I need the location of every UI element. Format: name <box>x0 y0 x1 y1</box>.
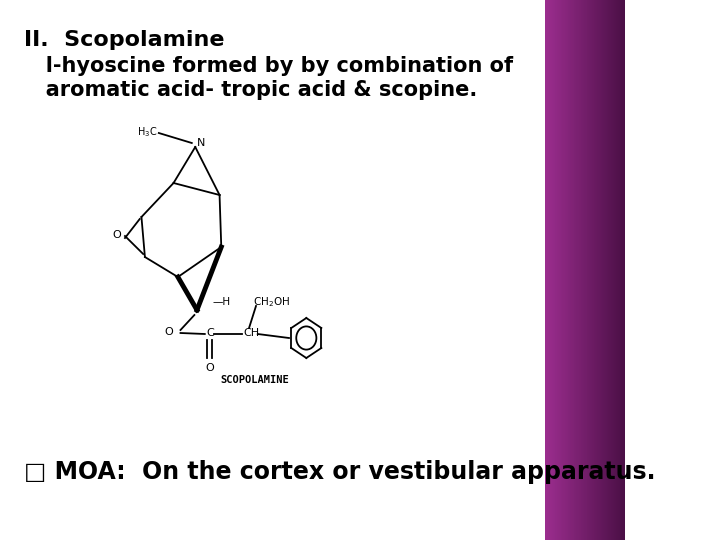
Bar <box>614 0 616 540</box>
Bar <box>564 0 565 540</box>
Bar <box>612 0 613 540</box>
Text: II.  Scopolamine: II. Scopolamine <box>24 30 225 50</box>
Bar <box>623 0 624 540</box>
Bar <box>585 0 586 540</box>
Bar <box>617 0 618 540</box>
Bar <box>616 0 617 540</box>
Bar <box>613 0 614 540</box>
Bar <box>605 0 606 540</box>
Text: O: O <box>112 230 121 240</box>
Bar <box>546 0 548 540</box>
Bar <box>602 0 603 540</box>
Bar <box>621 0 622 540</box>
Bar <box>584 0 585 540</box>
Bar <box>545 0 546 540</box>
Bar <box>595 0 596 540</box>
Bar <box>587 0 588 540</box>
Bar <box>550 0 551 540</box>
Bar <box>588 0 589 540</box>
Bar <box>549 0 550 540</box>
Bar <box>582 0 583 540</box>
Text: aromatic acid- tropic acid & scopine.: aromatic acid- tropic acid & scopine. <box>24 80 477 100</box>
Bar <box>579 0 580 540</box>
Bar <box>599 0 600 540</box>
Bar <box>618 0 620 540</box>
Bar <box>552 0 553 540</box>
Text: —H: —H <box>212 297 230 307</box>
Bar <box>568 0 570 540</box>
Bar <box>603 0 604 540</box>
Bar <box>555 0 557 540</box>
Bar <box>604 0 605 540</box>
Bar <box>575 0 576 540</box>
Bar <box>597 0 598 540</box>
Bar <box>562 0 563 540</box>
Bar <box>576 0 577 540</box>
Bar <box>620 0 621 540</box>
Bar <box>606 0 608 540</box>
Bar <box>548 0 549 540</box>
Bar <box>624 0 625 540</box>
Bar <box>551 0 552 540</box>
Text: H$_3$C: H$_3$C <box>137 125 157 139</box>
Text: SCOPOLAMINE: SCOPOLAMINE <box>221 375 289 385</box>
Bar <box>567 0 568 540</box>
Bar <box>558 0 559 540</box>
Text: l-hyoscine formed by by combination of: l-hyoscine formed by by combination of <box>24 56 513 76</box>
Bar <box>578 0 579 540</box>
Bar <box>611 0 612 540</box>
Bar <box>571 0 572 540</box>
Bar <box>561 0 562 540</box>
Bar <box>591 0 592 540</box>
Bar <box>554 0 555 540</box>
Text: CH$_2$OH: CH$_2$OH <box>253 295 289 309</box>
Text: N: N <box>197 138 205 148</box>
Bar <box>563 0 564 540</box>
Bar <box>600 0 601 540</box>
Bar <box>608 0 609 540</box>
Text: O: O <box>164 327 173 337</box>
Bar <box>572 0 574 540</box>
Bar <box>553 0 554 540</box>
Bar <box>598 0 599 540</box>
Bar <box>566 0 567 540</box>
Bar <box>565 0 566 540</box>
Bar <box>577 0 578 540</box>
Bar <box>559 0 561 540</box>
Text: O: O <box>206 363 215 373</box>
Bar <box>593 0 595 540</box>
Bar <box>589 0 590 540</box>
Bar <box>601 0 602 540</box>
Text: C: C <box>206 328 214 338</box>
Bar <box>590 0 591 540</box>
Bar <box>583 0 584 540</box>
Text: CH: CH <box>244 328 260 338</box>
Bar <box>596 0 597 540</box>
Bar <box>609 0 610 540</box>
Bar <box>580 0 582 540</box>
Bar <box>610 0 611 540</box>
Bar <box>557 0 558 540</box>
Bar <box>622 0 623 540</box>
Bar <box>574 0 575 540</box>
Bar <box>592 0 593 540</box>
Text: □ MOA:  On the cortex or vestibular apparatus.: □ MOA: On the cortex or vestibular appar… <box>24 460 656 484</box>
Bar <box>586 0 587 540</box>
Bar <box>570 0 571 540</box>
